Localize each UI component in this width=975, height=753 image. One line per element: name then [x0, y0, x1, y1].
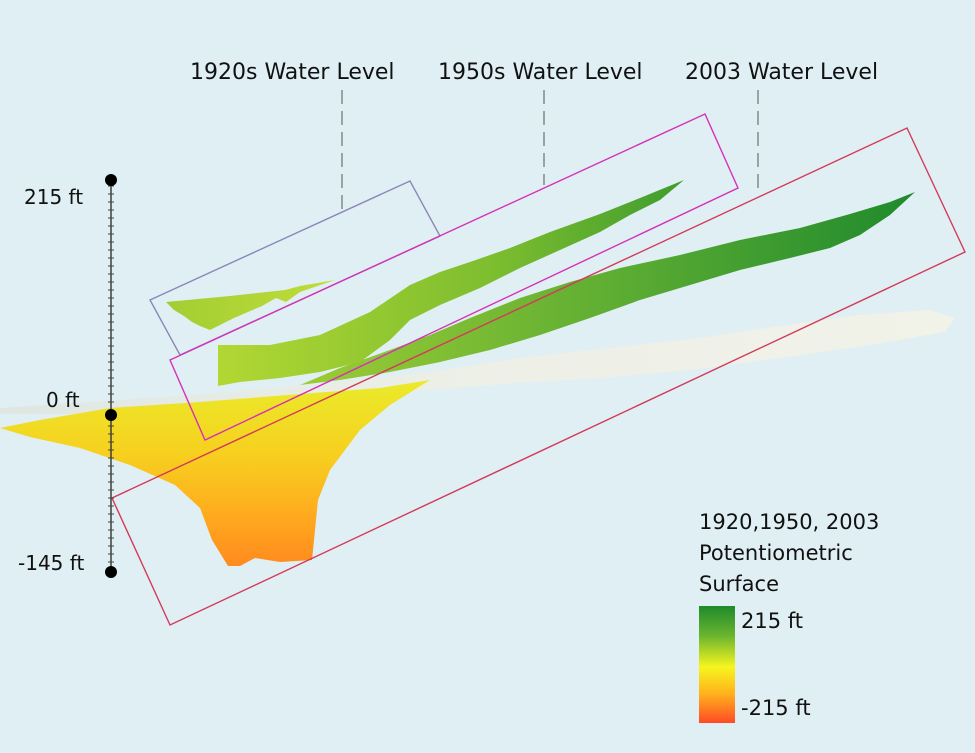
axis-point-bottom	[105, 566, 117, 578]
terrain-surface	[0, 310, 955, 414]
axis-label-bottom: -145 ft	[18, 551, 85, 575]
surface-1920	[166, 280, 335, 330]
surface-2003	[300, 192, 915, 385]
axis-point-top	[105, 174, 117, 186]
legend-title: 1920,1950, 2003 Potentiometric Surface	[699, 507, 879, 600]
legend-color-scale	[699, 606, 735, 723]
box-1950	[169, 113, 739, 441]
box-2003	[111, 127, 966, 626]
legend-min-label: -215 ft	[741, 696, 811, 720]
depression-cone	[0, 380, 430, 566]
axis-label-zero: 0 ft	[46, 388, 80, 412]
label-1950s-water-level: 1950s Water Level	[438, 60, 643, 85]
legend-title-line2: Potentiometric	[699, 541, 853, 565]
legend-max-label: 215 ft	[741, 609, 804, 633]
surface-1950	[218, 180, 684, 386]
vertical-scale-axis	[105, 174, 117, 578]
axis-point-zero	[105, 409, 117, 421]
label-1920s-water-level: 1920s Water Level	[190, 60, 395, 85]
legend-title-line1: 1920,1950, 2003	[699, 510, 880, 534]
label-2003-water-level: 2003 Water Level	[685, 60, 879, 85]
axis-label-top: 215 ft	[24, 185, 84, 209]
legend-title-line3: Surface	[699, 572, 780, 596]
